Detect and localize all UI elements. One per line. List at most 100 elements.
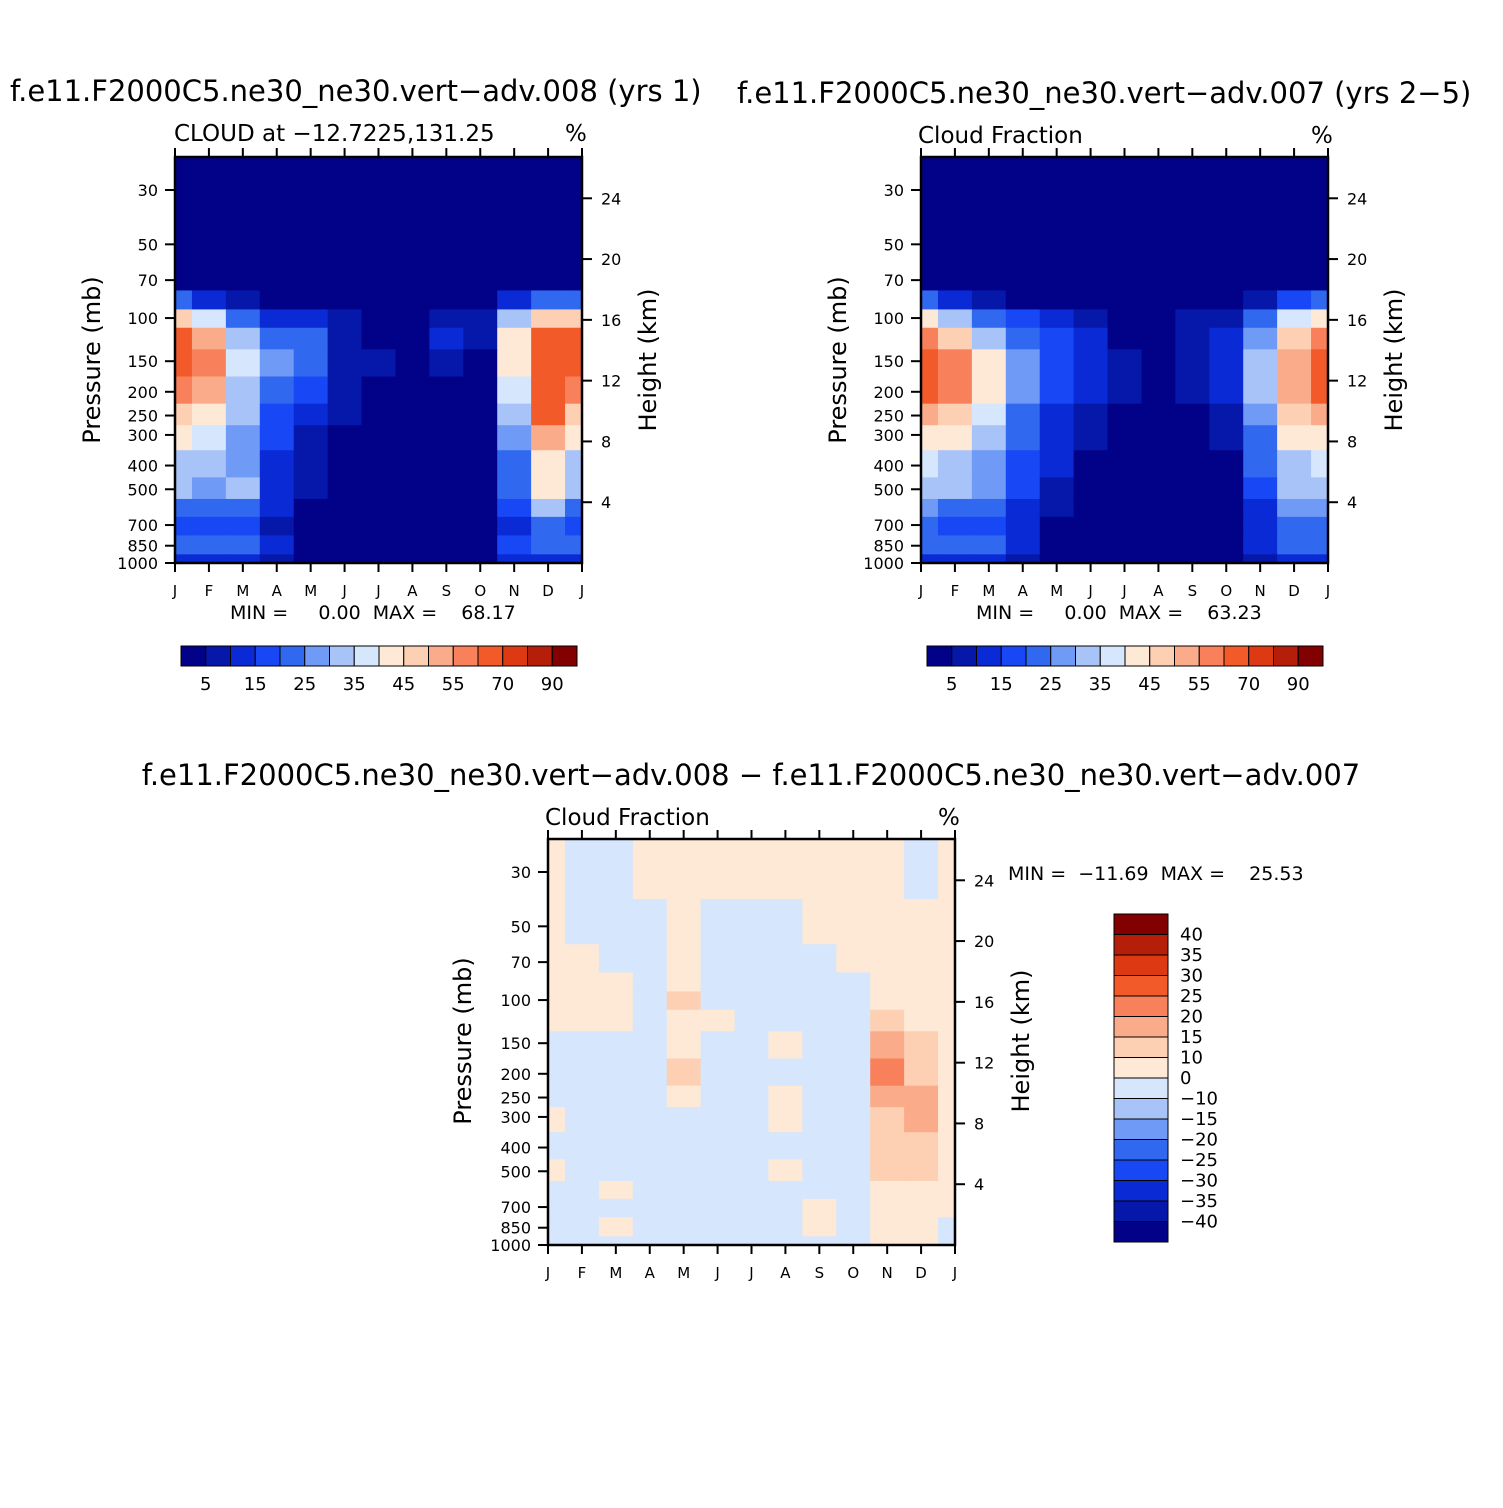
x-tick-label: A [407,582,418,600]
heatmap-cell [531,309,566,329]
heatmap-cell [1277,349,1312,378]
heatmap-cell [937,554,973,564]
heatmap-cell [1107,477,1143,500]
heatmap-cell [175,516,193,536]
heatmap-cell [904,1198,939,1218]
heatmap-cell [565,554,583,564]
heatmap-cell [463,349,498,378]
heatmap-cell [1209,450,1244,478]
heatmap-cell [937,290,973,311]
heatmap-cell [429,349,464,378]
heatmap-cell [1209,498,1244,518]
heatmap-cell [938,1085,956,1108]
heatmap-cell [191,498,227,518]
heatmap-cell [1175,327,1210,350]
right-tick-label: 16 [601,311,621,330]
y-tick-label: 300 [873,426,904,445]
heatmap-cell [836,855,871,900]
heatmap-cell [971,498,1007,518]
heatmap-cell [1311,554,1329,564]
x-tick-label: M [677,1264,690,1282]
heatmap-cell [700,899,736,945]
panel-2-units: % [1311,123,1333,149]
heatmap-cell [700,1085,736,1108]
heatmap-cell [395,290,430,311]
heatmap-cell [836,1159,871,1182]
heatmap-cell [565,157,583,175]
panel-3-ylabel-right: Height (km) [1007,970,1035,1113]
y-tick-label: 850 [873,537,904,556]
heatmap-cell [463,450,498,478]
heatmap-cell [1073,554,1109,564]
heatmap-cell [632,1058,668,1087]
colorbar-swatch [1198,645,1225,667]
x-tick-label: J [545,1264,550,1282]
x-tick-label: J [1087,582,1092,600]
heatmap-cell [971,425,1007,451]
heatmap-cell [1073,290,1109,311]
heatmap-cell [836,1198,871,1218]
heatmap-cell [768,1031,803,1060]
heatmap-cell [293,309,329,329]
heatmap-cell [1107,309,1143,329]
heatmap-cell [395,217,430,263]
heatmap-cell [225,173,261,218]
heatmap-cell [429,554,464,564]
colorbar-label: 20 [1180,1007,1203,1028]
heatmap-cell [293,425,329,451]
heatmap-cell [191,477,227,500]
heatmap-cell [666,972,702,993]
heatmap-cell [1243,450,1278,478]
heatmap-cell [904,855,939,900]
colorbar-swatch [1248,645,1274,667]
heatmap-cell [1039,262,1075,292]
heatmap-cell [1073,349,1109,378]
colorbar-label: 55 [1188,674,1211,695]
y-tick-label: 400 [873,457,904,476]
x-tick-label: S [815,1264,825,1282]
colorbar-swatch [926,645,953,667]
heatmap-cell [921,217,939,263]
right-tick-label: 4 [1347,493,1357,512]
heatmap-cell [1039,477,1075,500]
heatmap-cell [225,535,261,555]
heatmap-cell [598,1031,634,1060]
heatmap-cell [1107,498,1143,518]
heatmap-cell [666,1031,702,1060]
heatmap-cell [1209,376,1244,405]
heatmap-cell [564,1217,600,1237]
x-tick-label: F [578,1264,587,1282]
heatmap-cell [1311,403,1329,426]
heatmap-cell [531,217,566,263]
heatmap-cell [1277,403,1312,426]
heatmap-cell [361,217,397,263]
heatmap-cell [497,157,532,175]
heatmap-cell [632,855,668,900]
heatmap-cell [937,477,973,500]
heatmap-cell [836,1085,871,1108]
heatmap-cell [1073,309,1109,329]
y-tick-label: 1000 [863,554,904,573]
heatmap-cell [497,450,532,478]
heatmap-cell [1141,217,1176,263]
heatmap-cell [870,1031,905,1060]
heatmap-cell [666,991,702,1011]
colorbar-label: −35 [1180,1191,1218,1212]
heatmap-cell [1005,290,1041,311]
heatmap-cell [1175,516,1210,536]
heatmap-cell [564,1180,600,1200]
heatmap-cell [768,1198,803,1218]
heatmap-cell [327,535,363,555]
heatmap-cell [361,262,397,292]
heatmap-cell [802,839,837,857]
heatmap-cell [497,262,532,292]
heatmap-cell [598,855,634,900]
heatmap-cell [1311,376,1329,405]
heatmap-cell [1141,376,1176,405]
y-tick-label: 500 [500,1162,531,1181]
right-tick-label: 8 [601,432,611,451]
heatmap-cell [1243,217,1278,263]
x-tick-label: A [272,582,283,600]
heatmap-cell [1243,262,1278,292]
colorbar-swatch [1273,645,1299,667]
